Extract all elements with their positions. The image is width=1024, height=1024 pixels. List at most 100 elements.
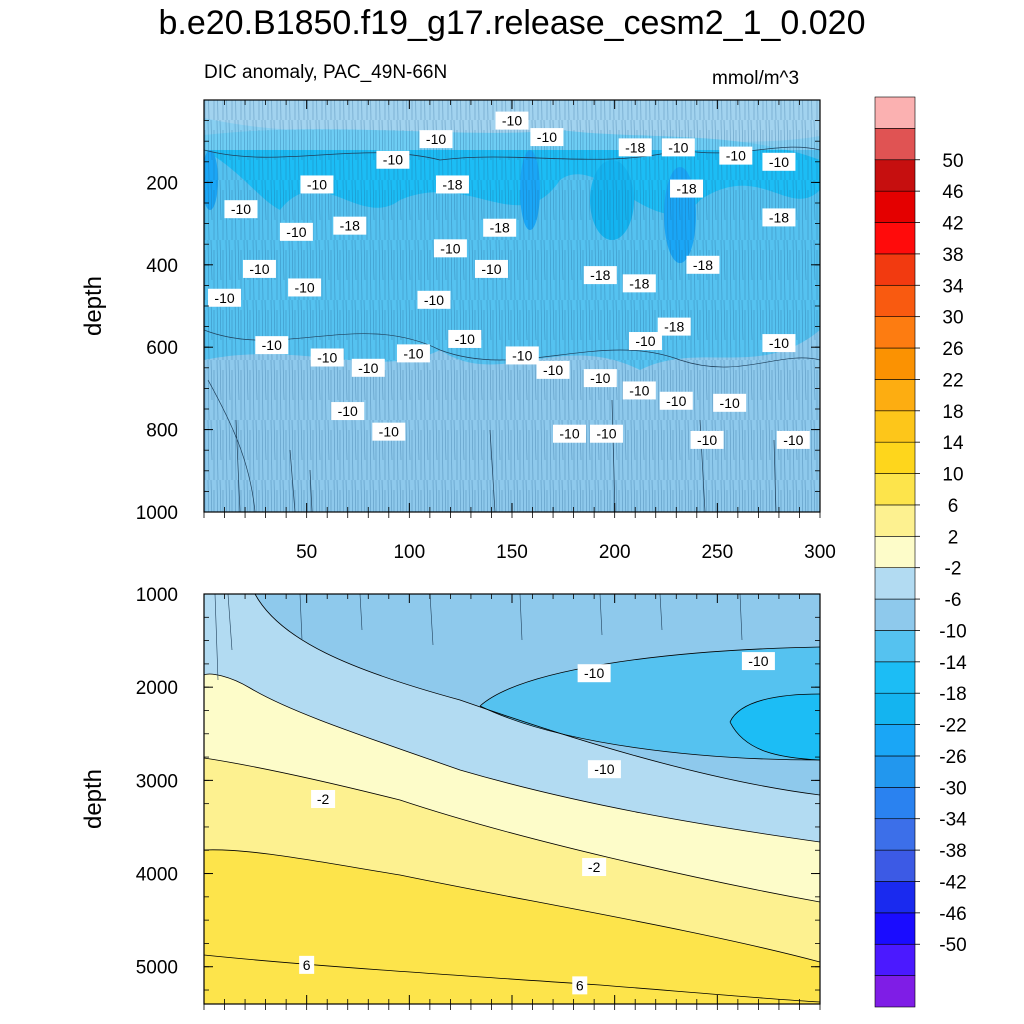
contour-label-box — [530, 128, 564, 147]
contour-label-text: -10 — [537, 129, 557, 145]
contour-label: -10 — [505, 346, 539, 365]
contour-label-box — [583, 369, 617, 388]
contour-label-text: -18 — [340, 218, 360, 234]
contour-label: -10 — [719, 146, 753, 165]
contour-label-text: -10 — [358, 360, 378, 376]
contour-label-text: -18 — [664, 319, 684, 335]
contour-label: -10 — [310, 348, 344, 367]
y-tick-label: 1000 — [136, 585, 178, 606]
colorbar-swatch — [874, 536, 916, 568]
colorbar-label: 34 — [942, 276, 964, 297]
contour-label-text: -10 — [559, 426, 579, 442]
contour-label: -18 — [686, 255, 720, 274]
colorbar-swatch — [874, 441, 916, 474]
contour-label: -10 — [530, 128, 564, 147]
y-tick-label: 4000 — [136, 865, 178, 886]
colorbar-swatch — [874, 975, 916, 1008]
colorbar-swatch — [874, 347, 916, 380]
contour-label-text: -10 — [629, 382, 649, 398]
contour-label: -10 — [762, 152, 796, 171]
units-label: mmol/m^3 — [712, 68, 800, 89]
colorbar-swatch — [874, 724, 916, 757]
contour-label-box — [376, 150, 410, 169]
contour-label: -10 — [255, 336, 289, 355]
contour-label-box — [552, 424, 586, 443]
contour-label-text: -18 — [442, 176, 462, 192]
contour-label-box — [331, 402, 365, 421]
contour-label-text: -10 — [286, 224, 306, 240]
contour-label-box — [299, 955, 315, 974]
colorbar-label: -10 — [939, 621, 966, 642]
colorbar-label: 42 — [942, 214, 963, 235]
contour-label-text: -10 — [262, 337, 282, 353]
colorbar-swatch — [874, 849, 916, 882]
contour-label: -10 — [495, 111, 529, 130]
colorbar-swatch — [874, 284, 916, 317]
contour-label: -18 — [483, 218, 517, 237]
contour-label-text: -10 — [502, 113, 522, 129]
contour-label: -10 — [713, 393, 747, 412]
colorbar-swatch — [874, 379, 916, 412]
contour-label-text: -10 — [512, 347, 532, 363]
colorbar-label: -42 — [939, 872, 966, 893]
contour-label-box — [741, 652, 775, 671]
upper-panel-fills — [204, 100, 820, 512]
y-axis-title: depth — [80, 276, 107, 336]
contour-label: -10 — [224, 200, 258, 219]
contour-label: 6 — [572, 976, 588, 995]
contour-label-box — [690, 430, 724, 449]
contour-label: -18 — [670, 179, 704, 198]
contour-label: -10 — [417, 290, 451, 309]
contour-label: -10 — [331, 402, 365, 421]
colorbar-label: 2 — [948, 527, 959, 548]
contour-label: -10 — [279, 222, 313, 241]
contour-label-box — [628, 332, 662, 351]
contour-label-text: -10 — [440, 240, 460, 256]
contour-label: -10 — [776, 430, 810, 449]
contour-label-box — [587, 760, 621, 779]
contour-label: -10 — [587, 760, 621, 779]
contour-label-text: -10 — [635, 333, 655, 349]
contour-label-text: -10 — [543, 362, 563, 378]
contour-label-text: 6 — [303, 957, 311, 973]
contour-label: -18 — [435, 175, 469, 194]
x-tick-label: 100 — [393, 542, 425, 563]
colorbar-swatch — [874, 881, 916, 914]
contour-label-text: -10 — [668, 139, 688, 155]
contour-label-box — [310, 348, 344, 367]
contour-label-box — [351, 358, 385, 377]
colorbar-swatch — [874, 316, 916, 349]
colorbar-label: 22 — [942, 370, 963, 391]
colorbar-label: 50 — [942, 151, 963, 172]
colorbar-label: 46 — [942, 182, 963, 203]
contour-label: -18 — [618, 138, 652, 157]
contour-label-box — [483, 218, 517, 237]
contour-label: -10 — [690, 430, 724, 449]
colorbar-label: 18 — [942, 402, 963, 423]
colorbar-swatch — [874, 943, 916, 976]
colorbar-swatch — [874, 692, 916, 725]
contour-label-text: -10 — [783, 432, 803, 448]
colorbar-label: -34 — [939, 810, 967, 831]
contour-label-text: -10 — [769, 335, 789, 351]
chart-subtitle: DIC anomaly, PAC_49N-66N — [204, 62, 448, 83]
contour-label-text: -10 — [697, 432, 717, 448]
contour-label-text: -10 — [596, 426, 616, 442]
colorbar-swatch — [874, 504, 916, 537]
contour-label: -10 — [351, 358, 385, 377]
contour-label-box — [448, 329, 482, 348]
contour-label-box — [762, 152, 796, 171]
contour-label-text: -10 — [481, 261, 501, 277]
contour-label-box — [333, 216, 367, 235]
x-tick-label: 50 — [296, 542, 317, 563]
contour-label: -2 — [582, 858, 607, 877]
colorbar-swatch — [874, 661, 916, 694]
contour-label-box — [474, 259, 508, 278]
y-tick-label: 1000 — [136, 503, 178, 524]
contour-label-text: -10 — [294, 279, 314, 295]
colorbar-swatch — [874, 598, 916, 631]
contour-label-box — [255, 336, 289, 355]
contour-label-text: -10 — [720, 395, 740, 411]
axis-layer: 200 400 600 800 1000 50 100 150 200 250 300 depth 10… — [80, 99, 836, 1010]
contour-label-text: -2 — [317, 791, 330, 807]
